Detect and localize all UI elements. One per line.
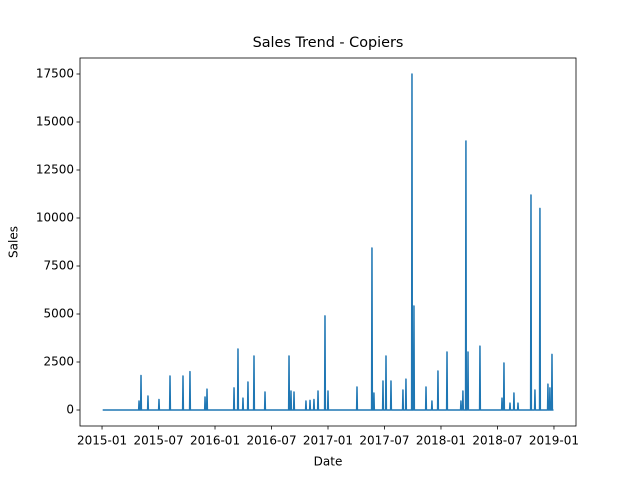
y-axis-label: Sales <box>7 226 21 258</box>
y-tick-label: 5000 <box>43 307 74 321</box>
x-tick-label: 2016-01 <box>190 434 240 448</box>
x-tick-label: 2018-01 <box>416 434 466 448</box>
y-tick-label: 10000 <box>36 210 74 224</box>
x-tick-label: 2019-01 <box>529 434 579 448</box>
y-tick-label: 0 <box>66 403 74 417</box>
y-tick-label: 17500 <box>36 66 74 80</box>
x-tick-label: 2016-07 <box>246 434 296 448</box>
x-tick-label: 2015-01 <box>77 434 127 448</box>
plot-frame <box>79 57 577 427</box>
y-tick-label: 7500 <box>43 259 74 273</box>
y-tick-label: 15000 <box>36 114 74 128</box>
x-tick-label: 2017-07 <box>359 434 409 448</box>
y-tick-label: 2500 <box>43 355 74 369</box>
y-tick-label: 12500 <box>36 162 74 176</box>
x-tick-label: 2017-01 <box>303 434 353 448</box>
chart-title: Sales Trend - Copiers <box>253 35 404 51</box>
x-tick-label: 2018-07 <box>472 434 522 448</box>
x-axis-label: Date <box>314 455 343 469</box>
data-line <box>102 73 554 411</box>
x-tick-label: 2015-07 <box>133 434 183 448</box>
